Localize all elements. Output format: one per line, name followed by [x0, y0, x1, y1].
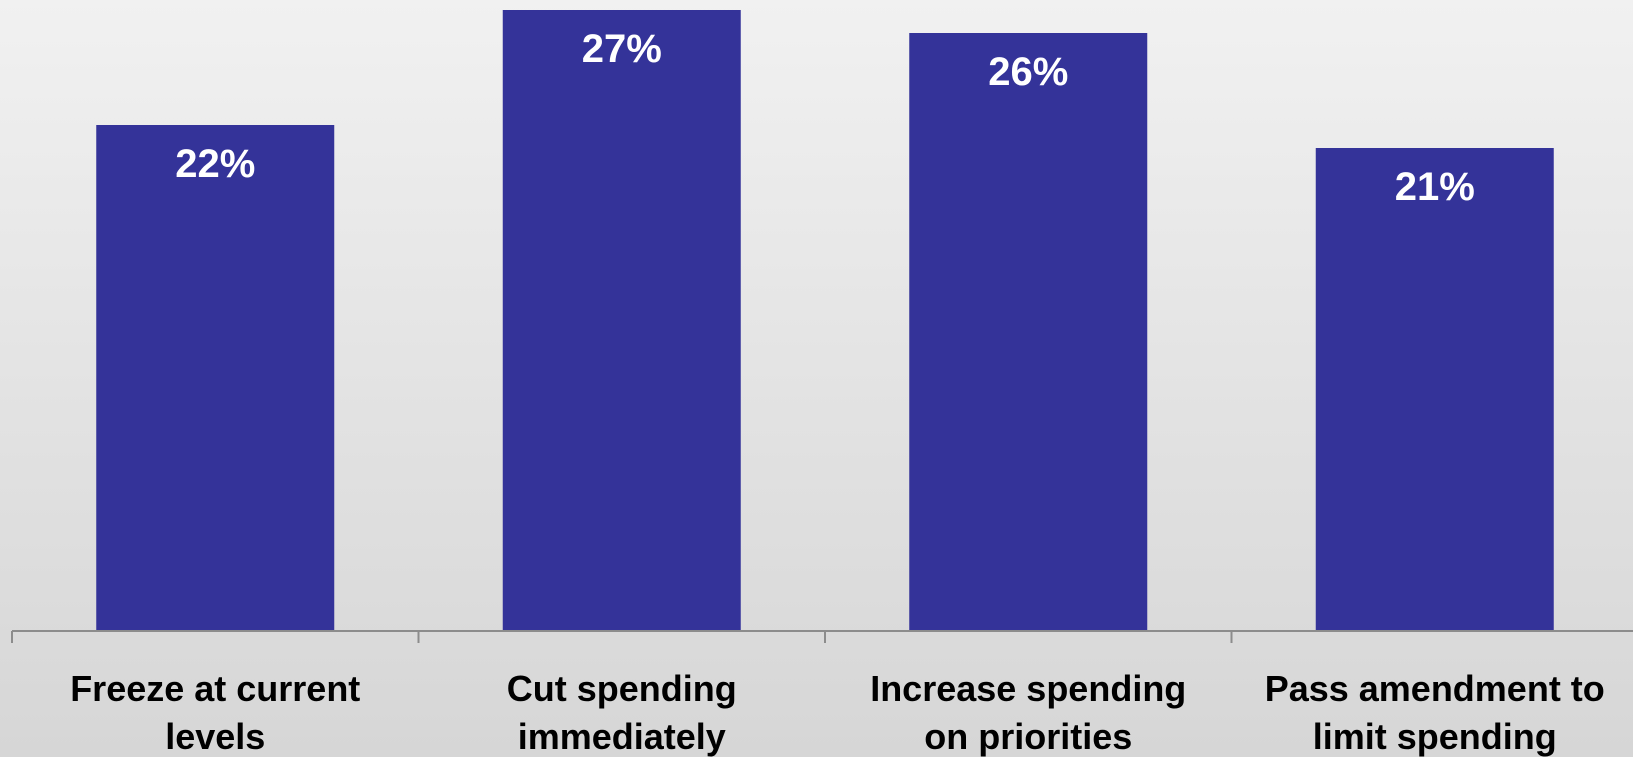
bar-3 [909, 33, 1148, 631]
bar-4 [1315, 148, 1554, 631]
category-label-2-line-1: Cut spending [507, 668, 737, 709]
bar-value-label-4: 21% [1395, 165, 1475, 209]
category-label-4-line-1: Pass amendment to [1265, 668, 1605, 709]
bar-value-label-1: 22% [175, 142, 255, 186]
bar-value-label-2: 27% [582, 27, 662, 71]
category-label-2-line-2: immediately [518, 716, 726, 757]
bar-2 [502, 10, 741, 631]
bar-value-label-3: 26% [988, 50, 1068, 94]
category-label-4-line-2: limit spending [1313, 716, 1557, 757]
bar-1 [96, 125, 335, 631]
category-label-3-line-1: Increase spending [870, 668, 1186, 709]
category-label-1-line-1: Freeze at current [70, 668, 360, 709]
category-label-1-line-2: levels [165, 716, 265, 757]
category-label-3-line-2: on priorities [924, 716, 1132, 757]
